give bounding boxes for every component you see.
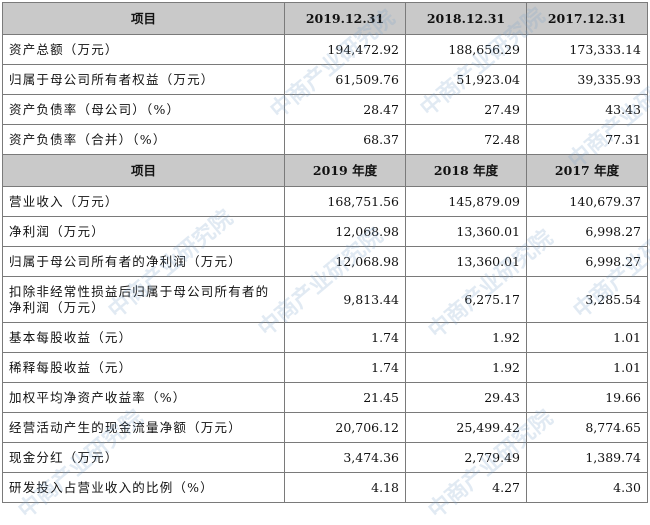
table-row: 研发投入占营业收入的比例（%） 4.18 4.27 4.30 — [2, 472, 648, 503]
cell-value: 194,472.92 — [284, 34, 406, 65]
cell-value: 19.66 — [526, 382, 648, 413]
row-label: 经营活动产生的现金流量净额（万元） — [2, 412, 285, 443]
header-2019-year: 2019 年度 — [284, 154, 406, 187]
financial-table-container: 项目 2019.12.31 2018.12.31 2017.12.31 资产总额… — [2, 2, 648, 503]
table-row: 稀释每股收益（元） 1.74 1.92 1.01 — [2, 352, 648, 383]
header-2018-year: 2018 年度 — [405, 154, 527, 187]
cell-value: 145,879.09 — [405, 186, 527, 217]
cell-value: 8,774.65 — [526, 412, 648, 443]
header-2017-year: 2017 年度 — [526, 154, 648, 187]
header-2019: 2019.12.31 — [284, 2, 406, 35]
table-row: 资产负债率（母公司）（%） 28.47 27.49 43.43 — [2, 94, 648, 125]
cell-value: 20,706.12 — [284, 412, 406, 443]
table-row: 归属于母公司所有者的净利润（万元） 12,068.98 13,360.01 6,… — [2, 246, 648, 277]
cell-value: 13,360.01 — [405, 246, 527, 277]
cell-value: 25,499.42 — [405, 412, 527, 443]
table-row: 归属于母公司所有者权益（万元） 61,509.76 51,923.04 39,3… — [2, 64, 648, 95]
header-2017: 2017.12.31 — [526, 2, 648, 35]
cell-value: 6,998.27 — [526, 216, 648, 247]
cell-value: 9,813.44 — [284, 276, 406, 323]
cell-value: 12,068.98 — [284, 216, 406, 247]
row-label: 研发投入占营业收入的比例（%） — [2, 472, 285, 503]
cell-value: 168,751.56 — [284, 186, 406, 217]
table-row: 扣除非经常性损益后归属于母公司所有者的净利润（万元） 9,813.44 6,27… — [2, 276, 648, 323]
table-row: 经营活动产生的现金流量净额（万元） 20,706.12 25,499.42 8,… — [2, 412, 648, 443]
table-row: 净利润（万元） 12,068.98 13,360.01 6,998.27 — [2, 216, 648, 247]
header-item: 项目 — [2, 2, 285, 35]
table-row: 加权平均净资产收益率（%） 21.45 29.43 19.66 — [2, 382, 648, 413]
cell-value: 1,389.74 — [526, 442, 648, 473]
cell-value: 77.31 — [526, 124, 648, 155]
cell-value: 1.92 — [405, 352, 527, 383]
cell-value: 43.43 — [526, 94, 648, 125]
cell-value: 1.74 — [284, 322, 406, 353]
cell-value: 68.37 — [284, 124, 406, 155]
cell-value: 1.74 — [284, 352, 406, 383]
cell-value: 29.43 — [405, 382, 527, 413]
financial-data-table: 项目 2019.12.31 2018.12.31 2017.12.31 资产总额… — [2, 2, 648, 503]
cell-value: 12,068.98 — [284, 246, 406, 277]
table-row: 现金分红（万元） 3,474.36 2,779.49 1,389.74 — [2, 442, 648, 473]
header-item: 项目 — [2, 154, 285, 187]
cell-value: 39,335.93 — [526, 64, 648, 95]
row-label: 现金分红（万元） — [2, 442, 285, 473]
cell-value: 1.01 — [526, 352, 648, 383]
cell-value: 27.49 — [405, 94, 527, 125]
cell-value: 4.27 — [405, 472, 527, 503]
cell-value: 72.48 — [405, 124, 527, 155]
section1-header-row: 项目 2019.12.31 2018.12.31 2017.12.31 — [2, 2, 648, 35]
cell-value: 188,656.29 — [405, 34, 527, 65]
row-label: 营业收入（万元） — [2, 186, 285, 217]
header-2018: 2018.12.31 — [405, 2, 527, 35]
row-label: 稀释每股收益（元） — [2, 352, 285, 383]
cell-value: 1.92 — [405, 322, 527, 353]
table-row: 资产负债率（合并）（%） 68.37 72.48 77.31 — [2, 124, 648, 155]
row-label: 净利润（万元） — [2, 216, 285, 247]
cell-value: 61,509.76 — [284, 64, 406, 95]
cell-value: 13,360.01 — [405, 216, 527, 247]
cell-value: 3,285.54 — [526, 276, 648, 323]
table-row: 营业收入（万元） 168,751.56 145,879.09 140,679.3… — [2, 186, 648, 217]
row-label: 基本每股收益（元） — [2, 322, 285, 353]
cell-value: 51,923.04 — [405, 64, 527, 95]
cell-value: 140,679.37 — [526, 186, 648, 217]
cell-value: 3,474.36 — [284, 442, 406, 473]
row-label: 资产总额（万元） — [2, 34, 285, 65]
cell-value: 6,998.27 — [526, 246, 648, 277]
cell-value: 21.45 — [284, 382, 406, 413]
table-row: 资产总额（万元） 194,472.92 188,656.29 173,333.1… — [2, 34, 648, 65]
cell-value: 6,275.17 — [405, 276, 527, 323]
section2-header-row: 项目 2019 年度 2018 年度 2017 年度 — [2, 154, 648, 187]
row-label: 加权平均净资产收益率（%） — [2, 382, 285, 413]
cell-value: 28.47 — [284, 94, 406, 125]
cell-value: 173,333.14 — [526, 34, 648, 65]
cell-value: 2,779.49 — [405, 442, 527, 473]
row-label: 归属于母公司所有者的净利润（万元） — [2, 246, 285, 277]
cell-value: 4.18 — [284, 472, 406, 503]
row-label: 归属于母公司所有者权益（万元） — [2, 64, 285, 95]
table-row: 基本每股收益（元） 1.74 1.92 1.01 — [2, 322, 648, 353]
row-label: 资产负债率（合并）（%） — [2, 124, 285, 155]
row-label: 资产负债率（母公司）（%） — [2, 94, 285, 125]
cell-value: 4.30 — [526, 472, 648, 503]
cell-value: 1.01 — [526, 322, 648, 353]
row-label: 扣除非经常性损益后归属于母公司所有者的净利润（万元） — [2, 276, 285, 323]
